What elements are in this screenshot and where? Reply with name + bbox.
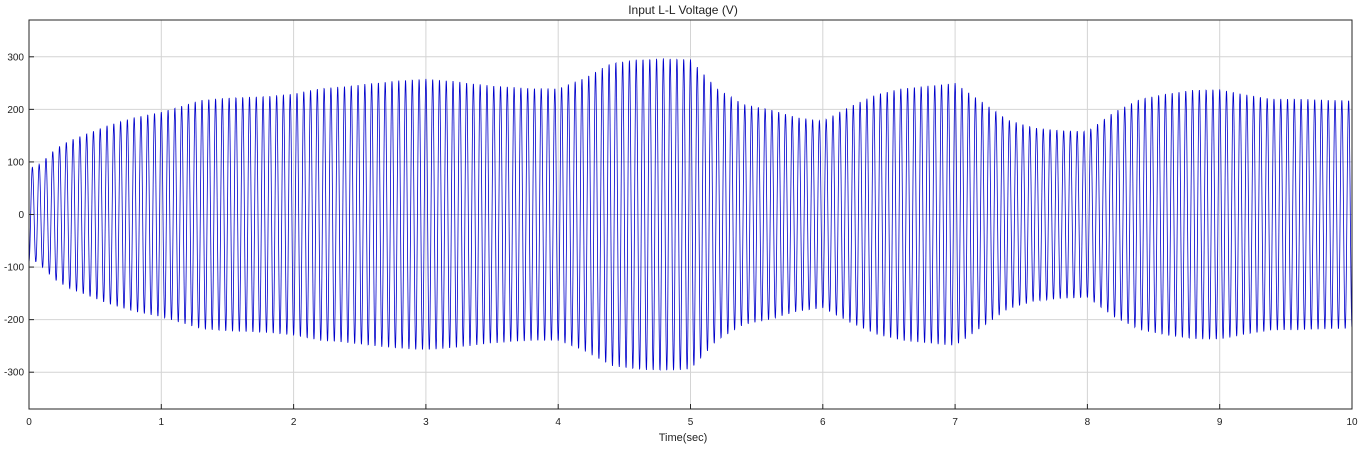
x-tick-label: 2 bbox=[291, 417, 297, 428]
y-tick-label: 200 bbox=[7, 105, 24, 116]
y-tick-label: -100 bbox=[4, 263, 24, 274]
x-axis-label: Time(sec) bbox=[658, 432, 708, 444]
x-tick-label: 8 bbox=[1085, 417, 1091, 428]
series-voltage-line bbox=[28, 58, 1353, 371]
y-tick-label: 300 bbox=[7, 52, 24, 63]
y-tick-label: -200 bbox=[4, 315, 24, 326]
chart-title: Input L-L Voltage (V) bbox=[628, 3, 738, 17]
x-tick-label: 10 bbox=[1346, 417, 1358, 428]
y-tick-label: 0 bbox=[18, 210, 24, 221]
x-tick-label: 1 bbox=[159, 417, 165, 428]
x-tick-label: 3 bbox=[423, 417, 429, 428]
x-tick-label: 5 bbox=[688, 417, 694, 428]
x-tick-label: 4 bbox=[555, 417, 561, 428]
x-tick-label: 7 bbox=[952, 417, 958, 428]
x-tick-label: 9 bbox=[1217, 417, 1223, 428]
x-tick-label: 6 bbox=[820, 417, 826, 428]
x-tick-label: 0 bbox=[26, 417, 32, 428]
y-tick-label: 100 bbox=[7, 157, 24, 168]
y-tick-label: -300 bbox=[4, 368, 24, 379]
